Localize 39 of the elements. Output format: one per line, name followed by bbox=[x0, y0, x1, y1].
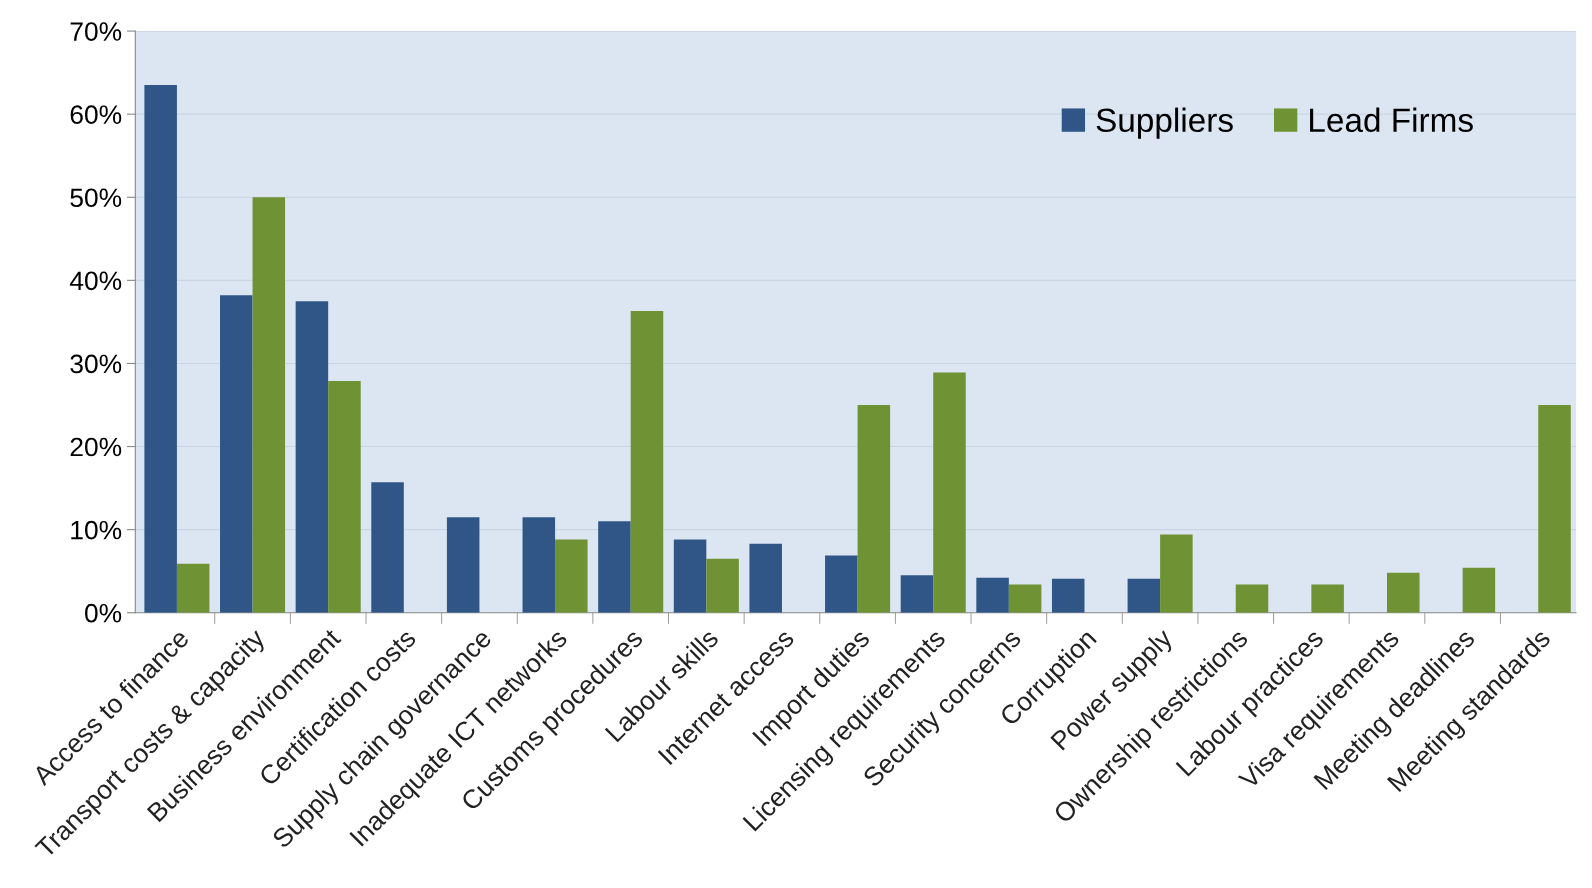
bar bbox=[1008, 584, 1042, 613]
bar bbox=[220, 295, 253, 613]
bar bbox=[522, 517, 556, 613]
y-tick-label: 20% bbox=[70, 437, 122, 457]
bar bbox=[857, 404, 891, 613]
y-tick-label: 30% bbox=[70, 354, 122, 374]
bar bbox=[1462, 567, 1496, 613]
bar bbox=[598, 521, 631, 613]
bar bbox=[1311, 584, 1344, 613]
y-tick-label: 0% bbox=[85, 603, 122, 623]
legend-label: Lead Firms bbox=[1310, 107, 1473, 133]
bar bbox=[976, 577, 1009, 613]
y-tick-label: 70% bbox=[70, 22, 122, 41]
y-tick-label: 60% bbox=[70, 105, 122, 124]
bar bbox=[446, 517, 480, 613]
y-tick-label: 50% bbox=[70, 188, 122, 208]
bar bbox=[555, 539, 588, 613]
bar bbox=[176, 563, 210, 613]
bar bbox=[825, 555, 858, 613]
bar bbox=[1051, 578, 1085, 613]
bar bbox=[933, 372, 966, 613]
bar bbox=[1160, 534, 1193, 613]
y-tick-label: 40% bbox=[69, 271, 122, 291]
bar bbox=[900, 575, 934, 613]
bar bbox=[673, 539, 707, 613]
bar bbox=[371, 482, 404, 613]
y-tick-label: 10% bbox=[71, 520, 122, 540]
bar bbox=[630, 311, 664, 613]
bar bbox=[749, 543, 782, 613]
bar bbox=[252, 197, 286, 613]
bar bbox=[1127, 578, 1161, 613]
bar bbox=[328, 380, 361, 613]
bar bbox=[1387, 572, 1420, 613]
bar bbox=[144, 85, 177, 613]
bar bbox=[706, 558, 739, 613]
bar bbox=[1235, 584, 1269, 613]
legend-label: Suppliers bbox=[1096, 107, 1233, 139]
bar bbox=[295, 301, 329, 613]
bar bbox=[1538, 404, 1571, 613]
